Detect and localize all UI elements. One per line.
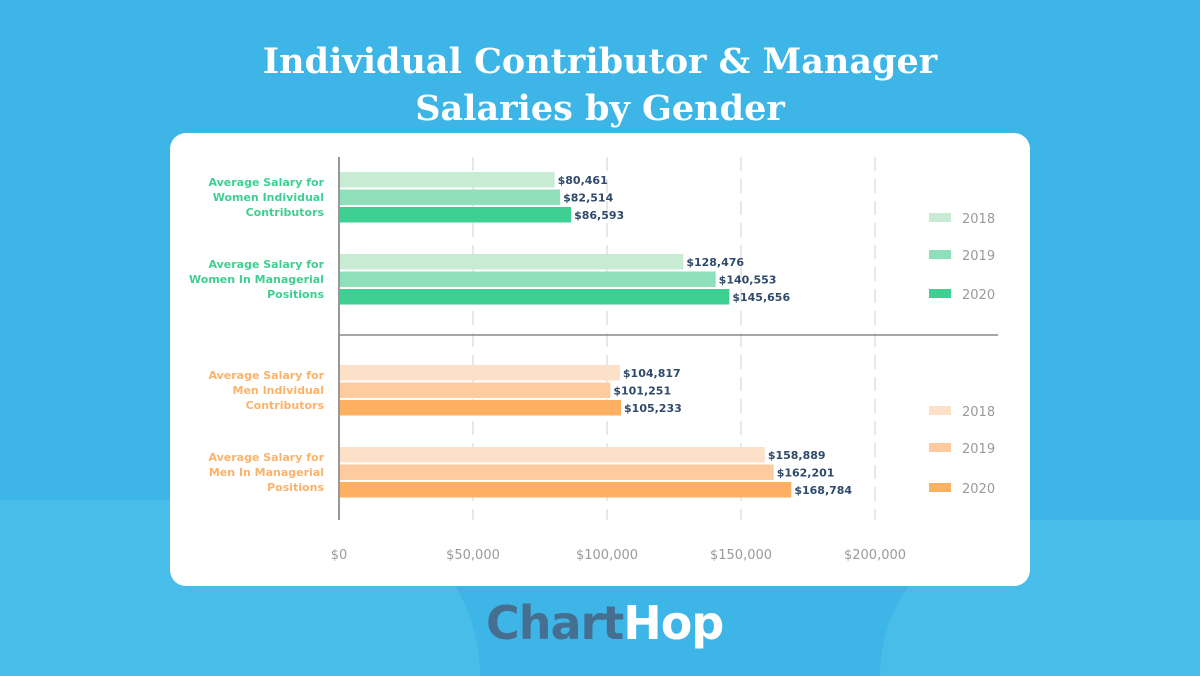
x-tick-label: $50,000 bbox=[446, 548, 500, 563]
x-tick-label: $200,000 bbox=[844, 548, 906, 563]
page-title: Individual Contributor & Manager Salarie… bbox=[0, 38, 1200, 132]
legend-swatch-men-2019 bbox=[929, 443, 951, 452]
bar-men-2019 bbox=[340, 464, 774, 480]
value-label: $101,251 bbox=[613, 385, 671, 398]
category-label: Average Salary for Women Individual Contri… bbox=[209, 176, 325, 219]
title-line-1: Individual Contributor & Manager bbox=[262, 41, 938, 82]
value-label: $168,784 bbox=[794, 484, 852, 497]
legend-swatch-women-2019 bbox=[929, 250, 951, 259]
chart-card bbox=[170, 133, 1030, 586]
bar-men-2018 bbox=[340, 447, 765, 463]
bar-men-2018 bbox=[340, 365, 620, 381]
title-line-2: Salaries by Gender bbox=[415, 88, 785, 129]
value-label: $158,889 bbox=[768, 449, 826, 462]
value-label: $104,817 bbox=[623, 367, 681, 380]
x-tick-label: $100,000 bbox=[576, 548, 638, 563]
value-label: $82,514 bbox=[563, 192, 613, 205]
category-label: Average Salary for Men In Managerial Posit… bbox=[209, 451, 325, 494]
legend-label: 2020 bbox=[962, 288, 995, 303]
x-tick-label: $150,000 bbox=[710, 548, 772, 563]
value-label: $80,461 bbox=[558, 174, 608, 187]
legend-label: 2020 bbox=[962, 482, 995, 497]
legend-label: 2018 bbox=[962, 212, 995, 227]
charthop-logo: ChartHop bbox=[486, 596, 724, 650]
legend-swatch-women-2020 bbox=[929, 289, 951, 298]
value-label: $145,656 bbox=[732, 291, 790, 304]
x-tick-label: $0 bbox=[331, 548, 348, 563]
value-label: $140,553 bbox=[719, 274, 777, 287]
legend-swatch-women-2018 bbox=[929, 213, 951, 222]
value-label: $105,233 bbox=[624, 402, 682, 415]
category-label: Average Salary for Men Individual Contribu… bbox=[209, 369, 325, 412]
bar-women-2019 bbox=[340, 271, 716, 287]
bar-men-2019 bbox=[340, 382, 611, 398]
legend-label: 2019 bbox=[962, 249, 995, 264]
value-label: $162,201 bbox=[777, 467, 835, 480]
bar-women-2018 bbox=[340, 254, 684, 270]
value-label: $128,476 bbox=[686, 256, 744, 269]
legend-label: 2019 bbox=[962, 442, 995, 457]
legend-swatch-men-2020 bbox=[929, 483, 951, 492]
bar-men-2020 bbox=[340, 400, 622, 416]
category-label: Average Salary for Women In Managerial Pos… bbox=[189, 258, 325, 301]
bar-men-2020 bbox=[340, 482, 792, 498]
value-label: $86,593 bbox=[574, 209, 624, 222]
bar-women-2020 bbox=[340, 289, 730, 305]
bar-women-2019 bbox=[340, 189, 561, 205]
bar-women-2018 bbox=[340, 172, 555, 188]
legend-label: 2018 bbox=[962, 405, 995, 420]
bar-women-2020 bbox=[340, 207, 572, 223]
legend-swatch-men-2018 bbox=[929, 406, 951, 415]
